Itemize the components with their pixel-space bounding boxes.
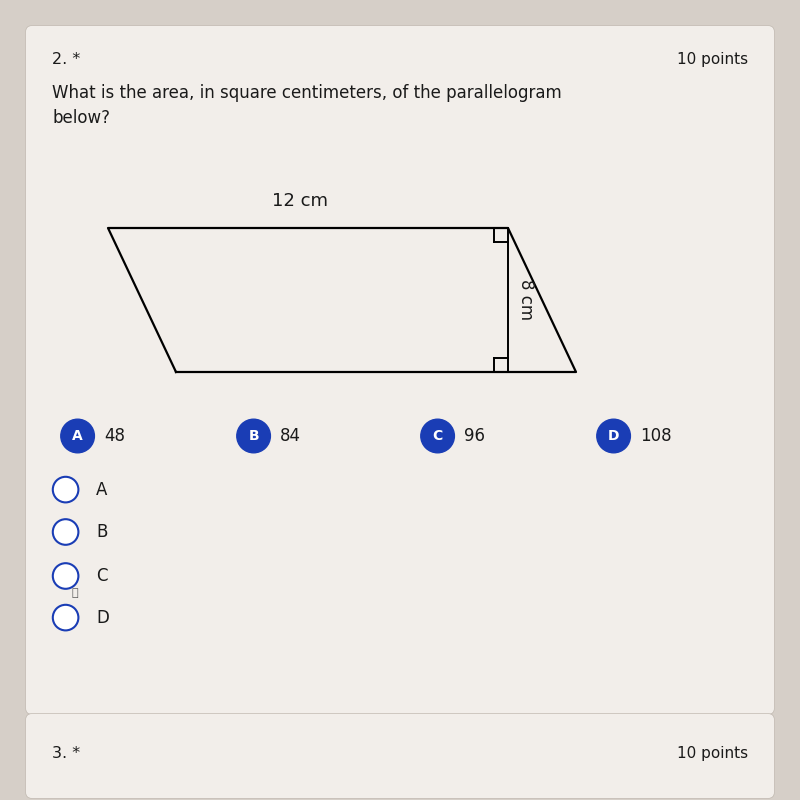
Circle shape (597, 419, 630, 453)
Circle shape (237, 419, 270, 453)
Text: 48: 48 (104, 427, 125, 445)
Text: C: C (433, 429, 442, 443)
Text: ✋: ✋ (72, 588, 78, 598)
Text: A: A (96, 481, 107, 498)
Text: 10 points: 10 points (677, 52, 748, 67)
Text: 108: 108 (640, 427, 672, 445)
Text: 84: 84 (280, 427, 301, 445)
Text: A: A (72, 429, 83, 443)
Circle shape (53, 563, 78, 589)
Text: 3. *: 3. * (52, 746, 80, 761)
Text: D: D (96, 609, 109, 626)
Text: B: B (248, 429, 259, 443)
Text: 2. *: 2. * (52, 52, 80, 67)
Circle shape (53, 605, 78, 630)
Circle shape (53, 519, 78, 545)
Circle shape (61, 419, 94, 453)
Text: 12 cm: 12 cm (272, 192, 328, 210)
FancyBboxPatch shape (26, 714, 774, 798)
Circle shape (421, 419, 454, 453)
Text: B: B (96, 523, 107, 541)
Text: What is the area, in square centimeters, of the parallelogram
below?: What is the area, in square centimeters,… (52, 84, 562, 127)
Text: C: C (96, 567, 107, 585)
Circle shape (53, 477, 78, 502)
Text: D: D (608, 429, 619, 443)
Text: 96: 96 (464, 427, 485, 445)
Text: 10 points: 10 points (677, 746, 748, 761)
FancyBboxPatch shape (26, 26, 774, 714)
Text: 8 cm: 8 cm (517, 279, 534, 321)
